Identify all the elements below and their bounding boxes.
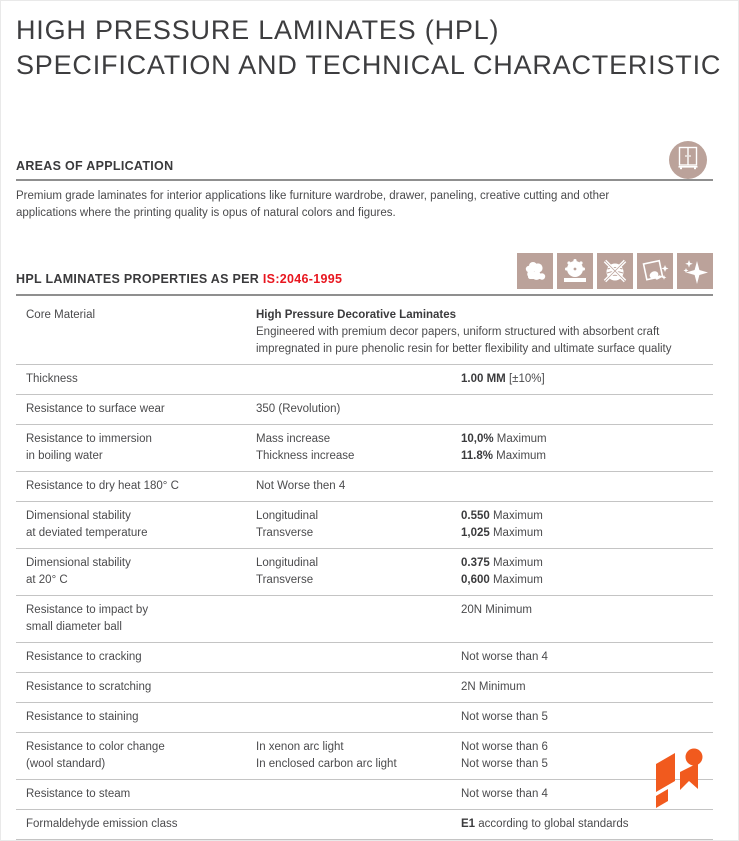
- condition-cell: Mass increase Thickness increase: [256, 433, 355, 462]
- areas-of-application-section: AREAS OF APPLICATION Premium grade lamin…: [16, 141, 713, 222]
- page-title-line2: SPECIFICATION AND TECHNICAL CHARACTERIST…: [16, 50, 722, 80]
- properties-heading-text: HPL LAMINATES PROPERTIES AS PER: [16, 272, 263, 286]
- table-row: Resistance to color change (wool standard…: [16, 733, 713, 780]
- condition-cell: [256, 786, 461, 803]
- table-row: Resistance to impact by small diameter ba…: [16, 596, 713, 643]
- table-row: Dimensional stability at 20° C Longitudina…: [16, 549, 713, 596]
- property-name-cell: Dimensional stability at deviated tempera…: [26, 510, 148, 539]
- property-name-cell: Resistance to surface wear: [26, 403, 165, 415]
- condition-cell: [256, 679, 461, 696]
- table-row: Resistance to cracking Not worse than 4: [16, 643, 713, 673]
- clouds-icon: [517, 253, 553, 289]
- value-cell: 0.375 Maximum 0,600 Maximum: [461, 557, 543, 586]
- condition-cell: Longitudinal Transverse: [256, 510, 319, 539]
- easy-clean-icon: [637, 253, 673, 289]
- condition-cell: [256, 709, 461, 726]
- no-scratch-icon: [597, 253, 633, 289]
- page-title-line1: HIGH PRESSURE LAMINATES (HPL): [16, 15, 500, 45]
- value-cell: 10,0% Maximum 11.8% Maximum: [461, 433, 547, 462]
- condition-cell: 350 (Revolution): [256, 403, 341, 415]
- page-title: HIGH PRESSURE LAMINATES (HPL) SPECIFICAT…: [16, 13, 721, 83]
- condition-cell: High Pressure Decorative Laminates Engine…: [256, 309, 672, 355]
- property-name-cell: Resistance to cracking: [26, 651, 142, 663]
- condition-cell: [256, 602, 461, 636]
- condition-cell: [256, 371, 461, 388]
- table-row: Core Material High Pressure Decorative La…: [16, 301, 713, 365]
- wardrobe-badge: [669, 141, 707, 179]
- table-row: Resistance to scratching 2N Minimum: [16, 673, 713, 703]
- value-cell: [461, 401, 713, 418]
- value-cell: Not worse than 5: [461, 711, 548, 723]
- specification-table: Core Material High Pressure Decorative La…: [16, 301, 713, 840]
- value-cell: Not worse than 6 Not worse than 5: [461, 741, 548, 770]
- table-row: Resistance to steam Not worse than 4: [16, 780, 713, 810]
- properties-section: HPL LAMINATES PROPERTIES AS PER IS:2046-…: [16, 253, 713, 296]
- property-name-cell: Formaldehyde emission class: [26, 818, 178, 830]
- value-cell: [461, 478, 713, 495]
- condition-cell: In xenon arc light In enclosed carbon arc…: [256, 741, 397, 770]
- property-name-cell: Resistance to dry heat 180° C: [26, 480, 179, 492]
- value-cell: 0.550 Maximum 1,025 Maximum: [461, 510, 543, 539]
- property-name-cell: Resistance to staining: [26, 711, 139, 723]
- areas-body-text: Premium grade laminates for interior app…: [16, 190, 610, 219]
- property-name-cell: Core Material: [26, 309, 96, 321]
- property-icon-strip: [517, 253, 713, 289]
- condition-cell: Longitudinal Transverse: [256, 557, 319, 586]
- value-cell: Not worse than 4: [461, 651, 548, 663]
- table-row: Resistance to surface wear 350 (Revolutio…: [16, 395, 713, 425]
- table-row: Resistance to dry heat 180° C Not Worse t…: [16, 472, 713, 502]
- areas-heading-rule: [16, 179, 713, 181]
- property-name-cell: Resistance to immersion in boiling water: [26, 433, 152, 462]
- shine-icon: [677, 253, 713, 289]
- property-name-cell: Resistance to scratching: [26, 681, 152, 693]
- brand-logo: [653, 745, 715, 816]
- property-name-cell: Thickness: [26, 373, 78, 385]
- table-row: Resistance to staining Not worse than 5: [16, 703, 713, 733]
- table-row: Formaldehyde emission class E1 according …: [16, 810, 713, 840]
- saw-blade-icon: [557, 253, 593, 289]
- value-cell: 2N Minimum: [461, 681, 526, 693]
- property-name-cell: Resistance to steam: [26, 788, 131, 800]
- wardrobe-icon: [677, 146, 699, 175]
- areas-heading: AREAS OF APPLICATION: [16, 159, 174, 173]
- property-name-cell: Resistance to color change (wool standard…: [26, 741, 165, 770]
- condition-cell: [256, 816, 461, 833]
- condition-cell: [256, 649, 461, 666]
- value-cell: 20N Minimum: [461, 604, 532, 616]
- property-name-cell: Dimensional stability at 20° C: [26, 557, 131, 586]
- properties-heading-rule: [16, 294, 713, 296]
- value-cell: [461, 307, 713, 358]
- table-row: Thickness 1.00 MM [±10%]: [16, 365, 713, 395]
- value-cell: 1.00 MM [±10%]: [461, 373, 545, 385]
- table-row: Resistance to immersion in boiling water M…: [16, 425, 713, 472]
- table-row: Dimensional stability at deviated tempera…: [16, 502, 713, 549]
- properties-header-row: HPL LAMINATES PROPERTIES AS PER IS:2046-…: [16, 253, 713, 289]
- property-name-cell: Resistance to impact by small diameter ba…: [26, 604, 149, 633]
- standard-code: IS:2046-1995: [262, 272, 343, 286]
- value-cell: Not worse than 4: [461, 788, 548, 800]
- properties-heading: HPL LAMINATES PROPERTIES AS PER IS:2046-…: [16, 272, 342, 286]
- condition-cell: Not Worse then 4: [256, 480, 346, 492]
- value-cell: E1 according to global standards: [461, 818, 629, 830]
